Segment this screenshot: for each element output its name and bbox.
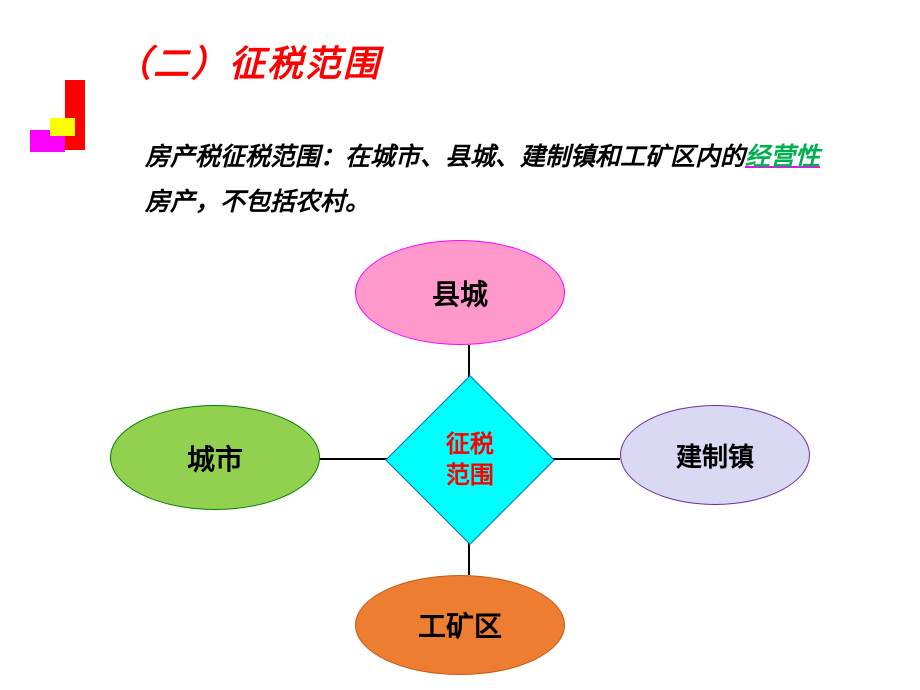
body-suffix: 房产，不包括农村。 xyxy=(145,188,370,216)
page-title: （二）征税范围 xyxy=(115,35,381,87)
diagram-node-bottom: 工矿区 xyxy=(355,575,565,675)
deco-yellow-block xyxy=(50,118,75,136)
body-prefix: 房产税征税范围：在城市、县城、建制镇和工矿区内的 xyxy=(145,143,745,171)
body-paragraph: 房产税征税范围：在城市、县城、建制镇和工矿区内的经营性房产，不包括农村。 xyxy=(145,135,845,225)
diagram-node-top: 县城 xyxy=(355,240,565,345)
diagram-center: 征税 范围 xyxy=(385,375,555,545)
body-highlight: 经营性 xyxy=(745,143,820,171)
diagram-node-left: 城市 xyxy=(110,405,320,510)
diagram-node-right: 建制镇 xyxy=(620,405,810,505)
deco-red-bar xyxy=(65,80,85,150)
diagram-center-label: 征税 范围 xyxy=(446,429,494,491)
tax-scope-diagram: 县城城市建制镇工矿区征税 范围 xyxy=(100,230,820,670)
